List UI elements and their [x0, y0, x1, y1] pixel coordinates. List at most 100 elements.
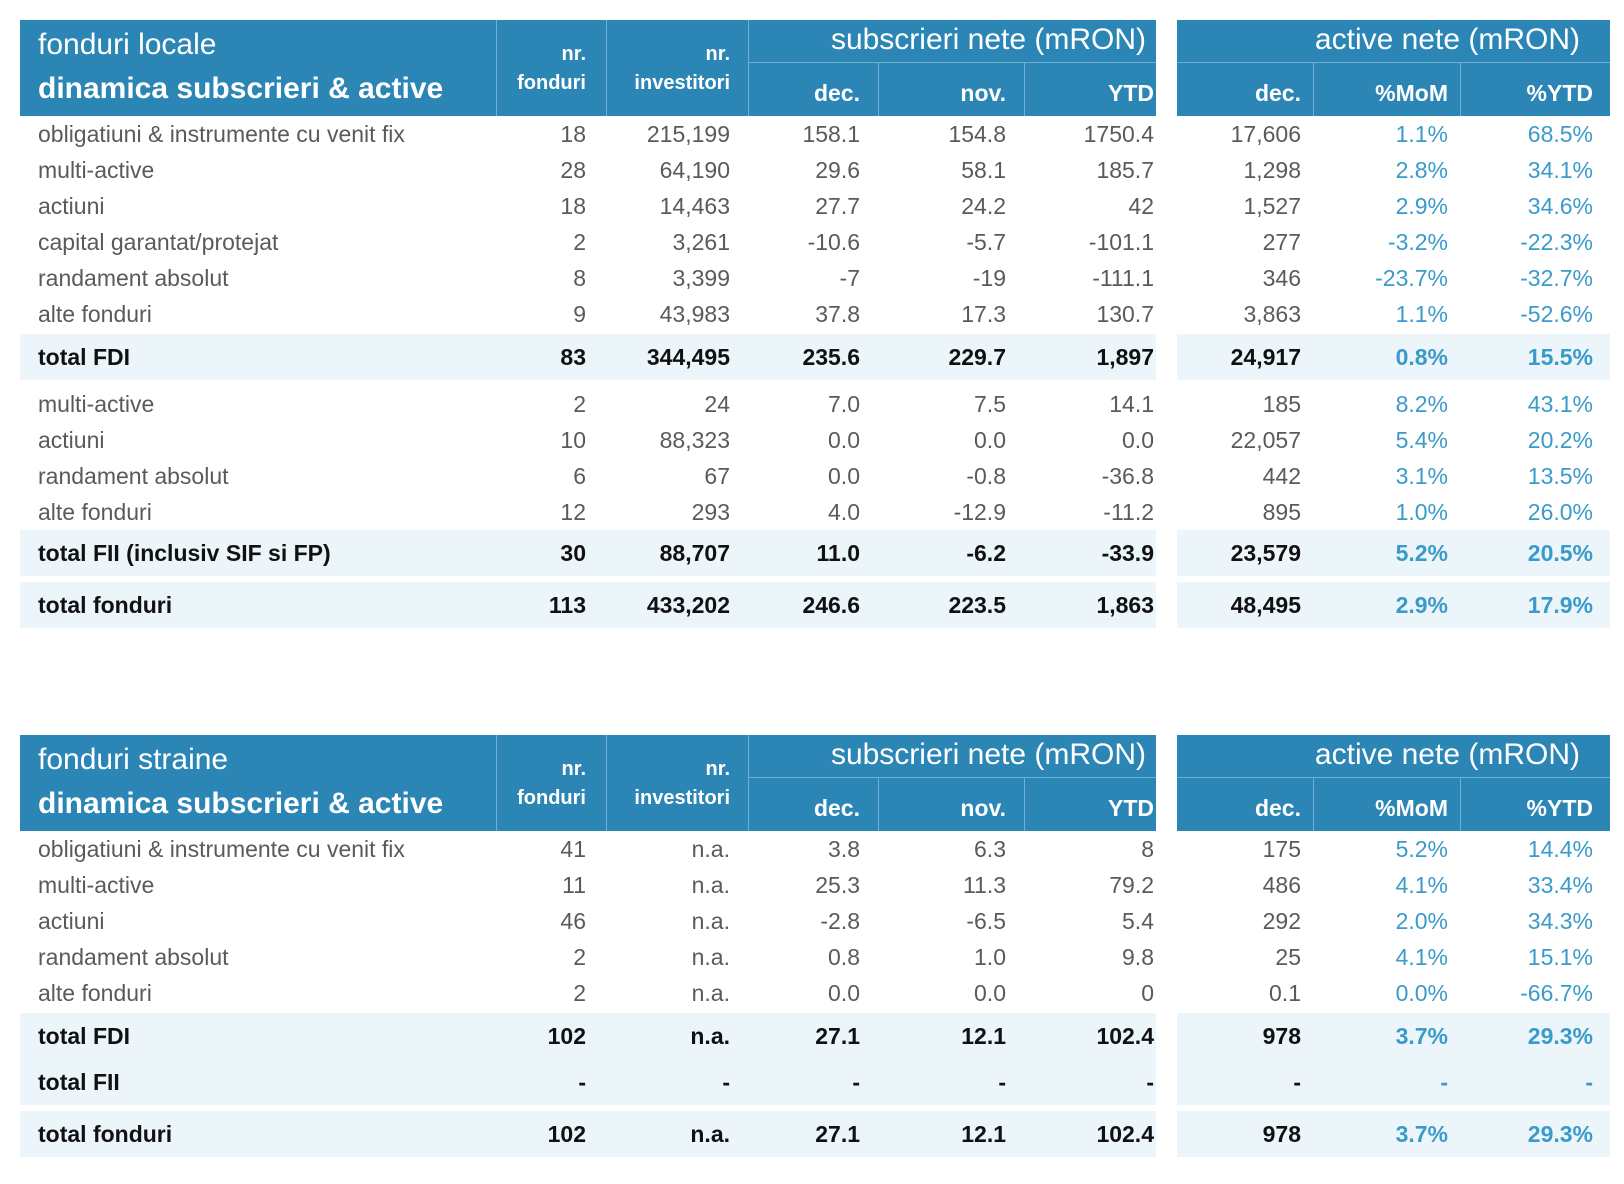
row-label: actiuni [38, 426, 105, 453]
cell-nr-investitori: 433,202 [646, 591, 730, 618]
cell-active-dec: 346 [1262, 264, 1301, 291]
cell-subscrieri-dec: 25.3 [815, 871, 860, 898]
row-label: obligatiuni & instrumente cu venit fix [38, 120, 405, 147]
group-header-subscrieri: subscrieri nete (mRON) [830, 738, 1146, 771]
cell-active-ytd: 34.1% [1527, 156, 1593, 183]
cell-nr-investitori: 67 [704, 462, 730, 489]
cell-subscrieri-dec: 27.1 [815, 1120, 860, 1147]
total-row: total fonduri 113 433,202 246.6 223.5 1,863 48… [20, 582, 1610, 628]
cell-active-ytd: -66.7% [1520, 979, 1593, 1006]
cell-subscrieri-dec: 27.7 [815, 192, 860, 219]
cell-active-mom: 8.2% [1395, 390, 1448, 417]
cell-nr-investitori: 344,495 [646, 343, 730, 370]
table-row: alte fonduri 2 n.a. 0.0 0.0 0 0.1 0.0% -66.7% [20, 975, 1610, 1011]
cell-nr-investitori: 215,199 [646, 120, 730, 147]
cell-active-dec: 1,298 [1243, 156, 1301, 183]
col-header-nr-investitori: nr. investitori [634, 43, 730, 94]
cell-subscrieri-nov: 0.0 [974, 426, 1006, 453]
cell-subscrieri-ytd: 79.2 [1109, 871, 1154, 898]
cell-active-mom: 3.1% [1395, 462, 1448, 489]
cell-active-mom: 0.0% [1395, 979, 1448, 1006]
cell-active-ytd: 26.0% [1527, 498, 1593, 525]
table-row: multi-active 28 64,190 29.6 58.1 185.7 1,298 2.… [20, 152, 1610, 188]
total-row: total FDI 102 n.a. 27.1 12.1 102.4 978 3.7% 29.3… [20, 1013, 1610, 1059]
cell-subscrieri-ytd: - [1146, 1068, 1154, 1095]
cell-active-dec: - [1293, 1068, 1301, 1095]
table-row: obligatiuni & instrumente cu venit fix 18… [20, 116, 1610, 152]
row-label: alte fonduri [38, 979, 152, 1006]
cell-active-ytd: 34.3% [1527, 907, 1593, 934]
cell-active-dec: 486 [1262, 871, 1301, 898]
cell-nr-fonduri: 2 [573, 943, 586, 970]
table-subtitle: dinamica subscrieri & active [38, 72, 444, 105]
cell-nr-fonduri: 9 [573, 300, 586, 327]
cell-nr-fonduri: 8 [573, 264, 586, 291]
cell-nr-fonduri: 2 [573, 228, 586, 255]
cell-subscrieri-nov: 229.7 [948, 343, 1006, 370]
cell-active-ytd: 68.5% [1527, 120, 1593, 147]
cell-subscrieri-ytd: 9.8 [1122, 943, 1154, 970]
cell-nr-fonduri: 6 [573, 462, 586, 489]
cell-subscrieri-ytd: 1750.4 [1083, 120, 1154, 147]
cell-active-mom: 2.9% [1395, 192, 1448, 219]
cell-subscrieri-nov: 24.2 [961, 192, 1006, 219]
cell-subscrieri-dec: 0.0 [828, 426, 860, 453]
cell-nr-investitori: n.a. [691, 907, 730, 934]
table-row: alte fonduri 12 293 4.0 -12.9 -11.2 895 1.0% 26.… [20, 494, 1610, 530]
cell-active-ytd: -52.6% [1520, 300, 1593, 327]
col-header-active-dec: dec. [1254, 80, 1301, 106]
cell-active-mom: 1.1% [1395, 120, 1448, 147]
col-header-ytd: YTD [1108, 795, 1154, 821]
table-fonduri-straine: fonduri straine dinamica subscrieri & ac… [20, 735, 1610, 1157]
cell-subscrieri-nov: 12.1 [961, 1120, 1006, 1147]
cell-active-dec: 25 [1275, 943, 1301, 970]
cell-subscrieri-nov: 11.3 [962, 871, 1006, 898]
table-body: obligatiuni & instrumente cu venit fix 18… [20, 116, 1610, 628]
col-header-nr-investitori: nr. investitori [634, 758, 730, 809]
cell-active-ytd: 20.2% [1527, 426, 1593, 453]
cell-subscrieri-dec: 158.1 [802, 120, 860, 147]
cell-subscrieri-dec: 29.6 [815, 156, 860, 183]
row-label: total FDI [38, 343, 130, 370]
cell-subscrieri-nov: 223.5 [948, 591, 1006, 618]
cell-subscrieri-nov: 7.5 [974, 390, 1006, 417]
cell-nr-investitori: 24 [704, 390, 730, 417]
cell-nr-fonduri: 11 [562, 871, 586, 898]
total-row: total FII (inclusiv SIF si FP) 30 88,707 11… [20, 530, 1610, 576]
row-label: obligatiuni & instrumente cu venit fix [38, 835, 405, 862]
row-label: alte fonduri [38, 300, 152, 327]
group-header-active: active nete (mRON) [1314, 738, 1580, 771]
col-header-ytd: YTD [1108, 80, 1154, 106]
cell-subscrieri-ytd: 0.0 [1122, 426, 1154, 453]
header-band-right [1177, 735, 1610, 831]
cell-active-dec: 185 [1262, 390, 1301, 417]
cell-active-ytd: 34.6% [1527, 192, 1593, 219]
cell-active-mom: 0.8% [1395, 343, 1448, 370]
cell-nr-investitori: 64,190 [659, 156, 730, 183]
cell-subscrieri-dec: 0.0 [828, 462, 860, 489]
cell-subscrieri-ytd: 8 [1141, 835, 1154, 862]
cell-subscrieri-nov: 12.1 [961, 1022, 1006, 1049]
cell-active-mom: 3.7% [1395, 1022, 1448, 1049]
cell-active-dec: 978 [1262, 1022, 1301, 1049]
table-row: actiuni 10 88,323 0.0 0.0 0.0 22,057 5.4% 20.2% [20, 422, 1610, 458]
col-header-dec: dec. [813, 80, 860, 106]
cell-subscrieri-nov: 6.3 [974, 835, 1006, 862]
cell-active-dec: 895 [1262, 498, 1301, 525]
total-row: total FDI 83 344,495 235.6 229.7 1,897 24,917 0… [20, 334, 1610, 380]
cell-active-ytd: 13.5% [1527, 462, 1593, 489]
table-row: multi-active 2 24 7.0 7.5 14.1 185 8.2% 43.1% [20, 386, 1610, 422]
row-label: total FDI [38, 1022, 130, 1049]
cell-subscrieri-dec: - [852, 1068, 860, 1095]
group-header-active: active nete (mRON) [1314, 23, 1580, 56]
row-label: multi-active [38, 871, 155, 898]
cell-subscrieri-dec: 7.0 [828, 390, 860, 417]
cell-active-ytd: 29.3% [1527, 1022, 1593, 1049]
group-header-subscrieri: subscrieri nete (mRON) [830, 23, 1146, 56]
row-label: total fonduri [38, 1120, 173, 1147]
cell-active-dec: 292 [1262, 907, 1301, 934]
cell-subscrieri-ytd: 14.1 [1109, 390, 1154, 417]
cell-subscrieri-ytd: -111.1 [1092, 264, 1154, 291]
row-label: multi-active [38, 390, 155, 417]
header-band-left [20, 735, 1156, 831]
